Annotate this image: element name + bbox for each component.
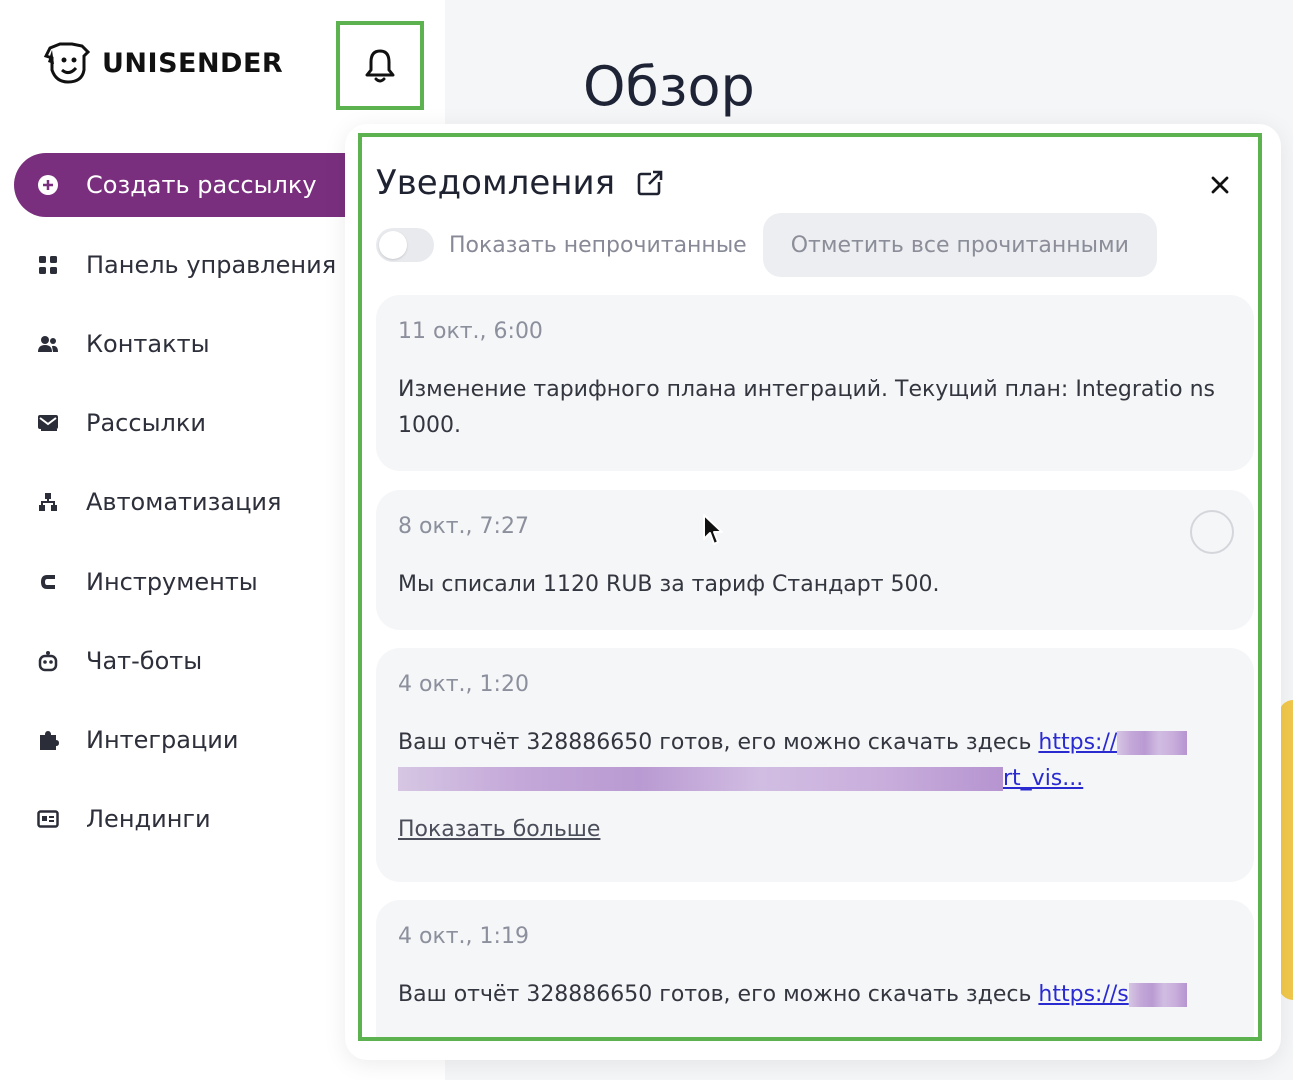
unisender-logo[interactable]: UNISENDER [42,40,283,86]
mark-all-read-button[interactable]: Отметить все прочитанными [762,213,1157,277]
page-title: Обзор [583,55,755,118]
puzzle-icon [36,728,60,752]
redacted-text [1117,731,1188,755]
sidebar-item-chatbots[interactable]: Чат-боты [14,629,444,693]
notification-item[interactable]: 4 окт., 1:20 Ваш отчёт 328886650 готов, … [376,648,1254,882]
show-unread-label: Показать непрочитанные [449,232,747,258]
sidebar-item-label: Панель управления [86,251,337,279]
flow-icon [36,490,60,514]
sidebar-item-label: Создать рассылку [86,171,317,199]
notification-date: 8 окт., 7:27 [398,514,529,539]
sidebar-item-automation[interactable]: Автоматизация [14,470,444,534]
show-more-link[interactable]: Показать больше [398,817,601,842]
toggle-knob [379,231,407,259]
redacted-text [1128,983,1187,1007]
notification-text: Ваш отчёт 328886650 готов, его можно ска… [398,725,1232,797]
show-unread-toggle[interactable] [376,228,434,262]
report-link-start: https://s [1038,982,1129,1007]
brand-name: UNISENDER [102,47,284,79]
notification-item[interactable]: 4 окт., 1:19 Ваш отчёт 328886650 готов, … [376,900,1254,1037]
notification-text: Изменение тарифного плана интеграций. Те… [398,377,1216,438]
notification-text: Мы списали 1120 RUB за тариф Стандарт 50… [398,572,940,597]
notification-date: 4 окт., 1:20 [398,672,529,697]
sidebar-item-label: Чат-боты [86,647,203,675]
notifications-header: Уведомления [376,163,664,203]
background-decoration [1279,700,1293,1000]
users-icon [36,332,60,356]
mail-icon [36,411,60,435]
landing-icon [36,807,60,831]
bot-icon [36,649,60,673]
notification-date: 11 окт., 6:00 [398,319,543,344]
dog-logo-icon [43,42,91,84]
sidebar-item-label: Автоматизация [86,488,282,516]
sidebar-item-label: Контакты [86,330,210,358]
sidebar-item-label: Инструменты [86,568,258,596]
grid-icon [36,253,60,277]
sidebar-item-campaigns[interactable]: Рассылки [14,391,444,455]
sidebar-item-label: Лендинги [86,805,211,833]
mouse-cursor-icon [703,514,723,545]
report-link[interactable]: https:// rt_vis... [398,730,1188,791]
sidebar-item-tools[interactable]: Инструменты [14,550,444,614]
report-link-start: https:// [1038,730,1118,755]
notification-text: Ваш отчёт 328886650 готов, его можно ска… [398,977,1232,1013]
notification-message: Ваш отчёт 328886650 готов, его можно ска… [398,730,1039,755]
notification-item[interactable]: 11 окт., 6:00 Изменение тарифного плана … [376,295,1254,471]
close-icon[interactable] [1208,173,1232,197]
sidebar-item-label: Интеграции [86,726,239,754]
notification-item[interactable]: 8 окт., 7:27 Мы списали 1120 RUB за тари… [376,490,1254,630]
notifications-panel: Уведомления Показать непрочитанные Отмет… [358,133,1262,1041]
sidebar-item-contacts[interactable]: Контакты [14,312,444,376]
report-link-end: rt_vis... [1003,766,1084,791]
sidebar-item-dashboard[interactable]: Панель управления [14,233,444,297]
open-external-icon[interactable] [637,170,664,196]
plus-circle-icon [36,173,60,197]
notifications-bell-button[interactable] [336,21,424,110]
sidebar-item-label: Рассылки [86,409,206,437]
unread-filter-row: Показать непрочитанные Отметить все проч… [376,213,1157,277]
mark-read-button[interactable] [1190,510,1234,554]
redacted-text [398,767,1003,791]
bell-icon [365,49,395,82]
magnet-icon [36,570,60,594]
notification-message: Ваш отчёт 328886650 готов, его можно ска… [398,982,1039,1007]
sidebar-item-integrations[interactable]: Интеграции [14,708,444,772]
notifications-title: Уведомления [376,163,616,203]
report-link[interactable]: https://s [1038,982,1187,1007]
sidebar-item-landings[interactable]: Лендинги [14,787,444,851]
notification-date: 4 окт., 1:19 [398,924,529,949]
